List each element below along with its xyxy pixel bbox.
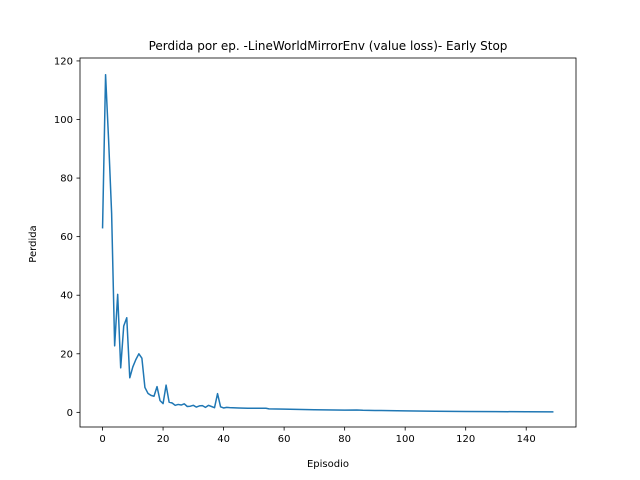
- x-tick-label: 60: [278, 434, 291, 445]
- x-tick-label: 120: [456, 434, 475, 445]
- y-axis-label: Perdida: [28, 225, 39, 262]
- y-tick-label: 40: [60, 291, 73, 302]
- plot-frame: [79, 57, 577, 428]
- x-tick-label: 0: [99, 434, 105, 445]
- y-tick-label: 100: [54, 115, 73, 126]
- series-line-0: [101, 73, 554, 413]
- x-tick-label: 80: [338, 434, 351, 445]
- plot-area: [79, 57, 577, 428]
- chart-title: Perdida por ep. -LineWorldMirrorEnv (val…: [149, 39, 508, 53]
- y-tick-label: 0: [67, 408, 73, 419]
- y-tick-label: 120: [54, 56, 73, 67]
- x-tick-label: 20: [157, 434, 170, 445]
- y-tick-label: 80: [60, 174, 73, 185]
- x-tick-label: 100: [396, 434, 415, 445]
- x-tick-label: 140: [517, 434, 536, 445]
- x-axis-ticks: 0 20 40 60 80 100 120 140: [99, 427, 536, 445]
- x-tick-label: 40: [217, 434, 230, 445]
- y-tick-label: 60: [60, 232, 73, 243]
- y-tick-label: 20: [60, 349, 73, 360]
- y-axis-ticks: 0 20 40 60 80 100 120: [54, 56, 80, 419]
- x-axis-label: Episodio: [307, 459, 349, 470]
